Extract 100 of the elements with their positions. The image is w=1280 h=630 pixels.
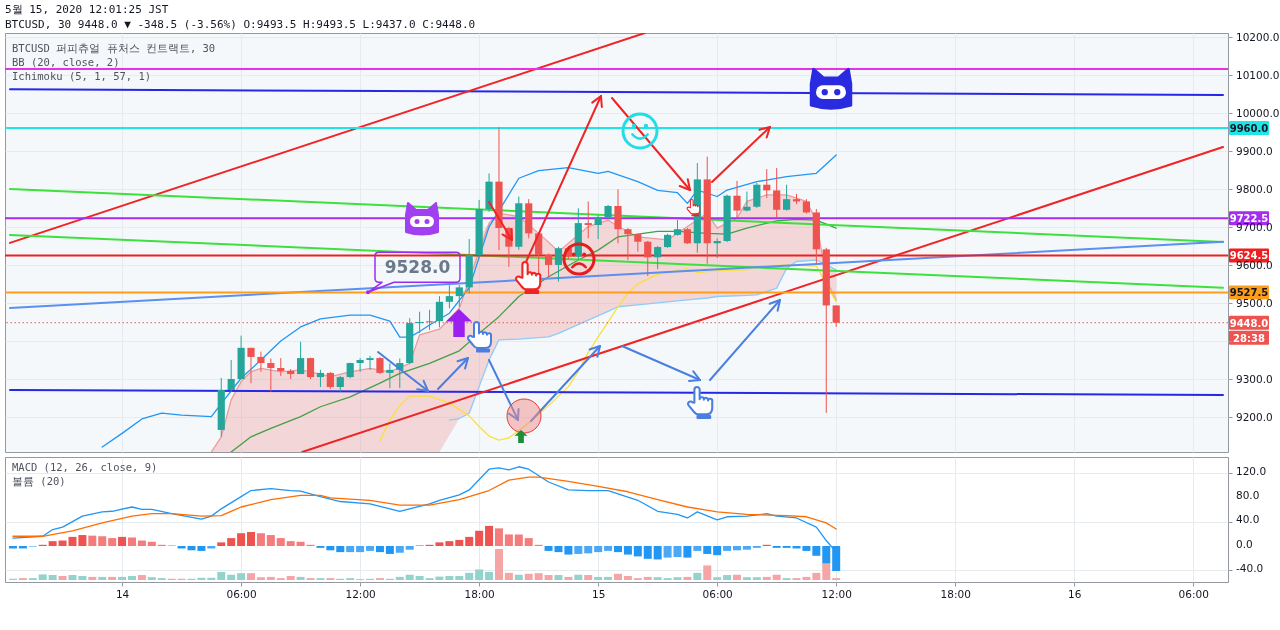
bar xyxy=(415,575,424,580)
annotation: 볼륨 (20) xyxy=(12,475,66,487)
bar xyxy=(504,534,513,547)
annotation: MACD (12, 26, close, 9) xyxy=(12,461,158,473)
bar xyxy=(504,572,513,580)
bar xyxy=(742,577,751,580)
y-tick-label: 0.0 xyxy=(1236,537,1253,550)
x-tick-label: 12:00 xyxy=(345,587,376,600)
bar xyxy=(455,575,464,580)
bar xyxy=(68,575,77,580)
candlestick xyxy=(614,188,622,244)
bar xyxy=(762,576,771,580)
bar xyxy=(643,576,652,580)
bar xyxy=(247,573,256,580)
bar xyxy=(564,576,573,580)
bar xyxy=(594,546,603,553)
bar xyxy=(713,546,722,556)
candlestick xyxy=(594,214,602,240)
bar xyxy=(475,569,484,580)
bar xyxy=(524,538,533,547)
x-tick-label: 15 xyxy=(591,587,606,600)
bar xyxy=(88,576,97,580)
bar xyxy=(733,574,742,580)
chart-title: 5월 15, 2020 12:01:25 JST xyxy=(5,3,169,16)
candlestick xyxy=(624,227,632,261)
bar xyxy=(693,546,702,551)
bar xyxy=(485,571,494,580)
bar xyxy=(604,576,613,580)
bar xyxy=(703,546,712,554)
candlestick xyxy=(584,200,592,239)
candlestick xyxy=(644,240,652,277)
bar xyxy=(653,546,662,560)
candlestick xyxy=(356,357,364,373)
annotation: BTCUSD 퍼피츄얼 퓨처스 컨트랙트, 30 xyxy=(12,42,216,54)
bar xyxy=(366,546,375,551)
bar xyxy=(494,549,503,580)
y-tick-label: 9800.0 xyxy=(1236,182,1273,195)
candlestick xyxy=(425,309,434,331)
bar xyxy=(127,537,136,547)
bar xyxy=(247,532,256,547)
candlestick xyxy=(455,284,463,308)
candlestick xyxy=(773,167,781,219)
bar xyxy=(48,575,57,580)
bar xyxy=(395,546,404,553)
annotation: Ichimoku (5, 1, 57, 1) xyxy=(12,70,152,82)
y-tick-label: 9200.0 xyxy=(1236,410,1273,423)
candlestick xyxy=(267,357,275,393)
bar xyxy=(554,575,563,580)
bar xyxy=(217,542,226,547)
bar xyxy=(375,546,384,553)
x-tick-label: 18:00 xyxy=(940,587,971,600)
candlestick xyxy=(366,355,374,371)
line-series xyxy=(12,476,837,537)
bar xyxy=(445,575,454,580)
bar xyxy=(733,546,742,551)
bar xyxy=(723,575,732,580)
bar xyxy=(88,535,97,547)
bar xyxy=(266,535,275,547)
bar xyxy=(742,546,751,550)
candlestick xyxy=(386,362,394,389)
bar xyxy=(713,577,722,580)
bar xyxy=(346,546,355,553)
bar xyxy=(613,546,622,553)
bar xyxy=(256,577,265,580)
candlestick xyxy=(247,347,255,384)
bar xyxy=(485,525,494,547)
y-tick-label: 10100.0 xyxy=(1236,68,1280,81)
bar xyxy=(137,540,146,547)
bar xyxy=(137,575,146,580)
y-tick-label: 120.0 xyxy=(1236,464,1267,477)
x-tick-label: 12:00 xyxy=(821,587,852,600)
bar xyxy=(514,574,523,580)
bar xyxy=(623,546,632,555)
bar xyxy=(108,576,117,580)
bar xyxy=(118,536,127,547)
candlestick xyxy=(297,341,305,375)
line-series xyxy=(101,154,837,448)
bar xyxy=(296,541,305,547)
bar xyxy=(683,576,692,580)
bar xyxy=(276,538,285,547)
x-tick-label: 06:00 xyxy=(702,587,733,600)
y-tick-label: 9300.0 xyxy=(1236,372,1273,385)
text: 28:38 xyxy=(1233,332,1265,344)
bar xyxy=(78,535,87,547)
bar xyxy=(752,577,761,580)
bar xyxy=(445,541,454,547)
annotation: BB (20, close, 2) xyxy=(12,56,120,68)
chart-subtitle: BTCUSD, 30 9448.0 ▼ -348.5 (-3.56%) O:9493.5 H:9493.5 L:9437.0 C:9448.0 xyxy=(5,18,476,31)
bar xyxy=(812,546,821,556)
y-tick-label: 40.0 xyxy=(1236,513,1260,526)
bar xyxy=(127,575,136,580)
bar xyxy=(286,575,295,580)
bar xyxy=(812,572,821,580)
bar xyxy=(574,546,583,554)
x-tick-label: 18:00 xyxy=(464,587,495,600)
bar xyxy=(623,575,632,580)
bar xyxy=(455,539,464,547)
bar xyxy=(604,546,613,551)
y-tick-label: 9500.0 xyxy=(1236,296,1273,309)
bar xyxy=(78,575,87,580)
